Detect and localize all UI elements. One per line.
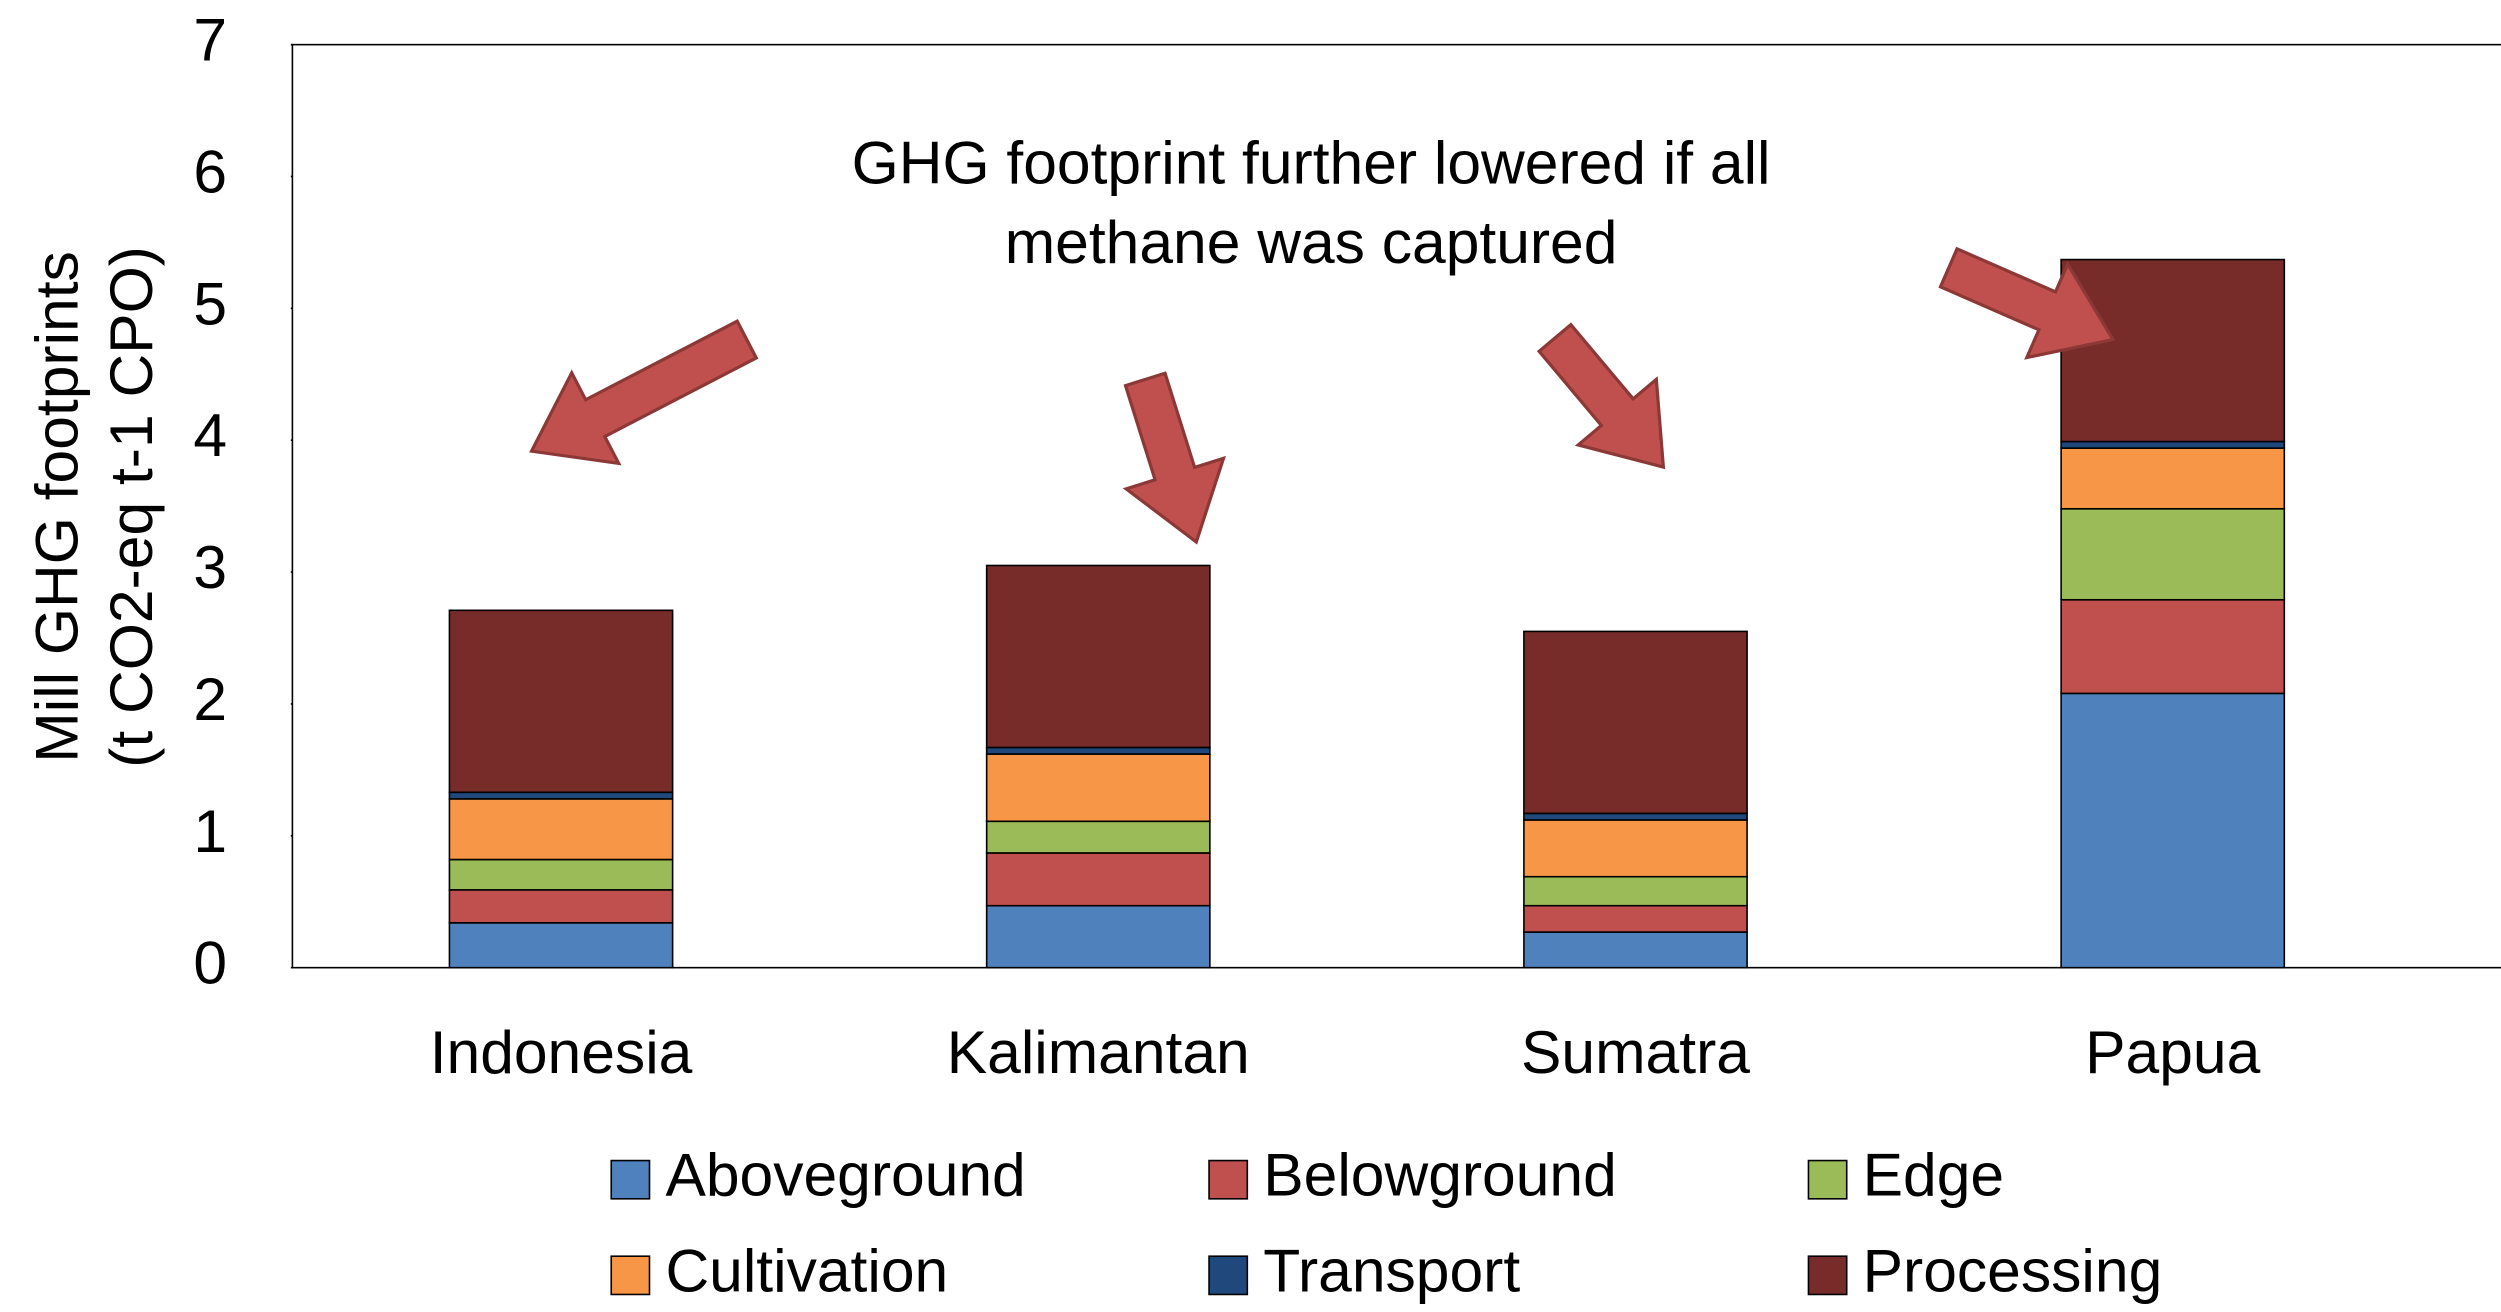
bar-segment: [985, 753, 1211, 823]
arrow: [1536, 322, 1666, 470]
x-tick-label: Kalimantan: [947, 1018, 1250, 1086]
bar-segment: [2060, 440, 2286, 449]
bar-segment: [2060, 598, 2286, 695]
legend-swatch: [1807, 1159, 1848, 1200]
bar-segment: [1523, 630, 1748, 815]
bar-segment: [2060, 447, 2286, 510]
bar-segment: [985, 852, 1211, 907]
bar-segment: [1523, 904, 1748, 933]
legend-label: Edge: [1863, 1141, 2004, 1209]
y-tick-label: 4: [193, 401, 227, 469]
legend-label: Transport: [1263, 1236, 1520, 1304]
y-tick-label: 0: [193, 929, 227, 997]
bar-segment: [985, 746, 1211, 755]
bar-segment: [448, 609, 674, 794]
legend-swatch: [1208, 1255, 1249, 1296]
bar-segment: [1523, 931, 1748, 969]
bar-segment: [985, 820, 1211, 854]
bar-segment: [448, 798, 674, 861]
legend-swatch: [610, 1159, 651, 1200]
bar-segment: [2060, 507, 2286, 601]
annotation: methane was captured: [1005, 208, 1618, 276]
y-tick-label: 1: [193, 797, 227, 865]
x-tick-label: Indonesia: [430, 1018, 693, 1086]
bar-segment: [985, 904, 1211, 969]
y-tick-label: 6: [193, 137, 227, 205]
y-tick-label: 7: [193, 6, 227, 74]
arrow: [1938, 246, 2116, 360]
legend-label: Cultivation: [665, 1236, 948, 1304]
arrow: [1122, 371, 1226, 545]
arrow: [529, 319, 759, 466]
y-tick-label: 5: [193, 269, 227, 337]
annotation: GHG footprint further lowered if all: [852, 128, 1771, 196]
bar-segment: [1523, 819, 1748, 878]
legend-swatch: [610, 1255, 651, 1296]
y-axis-label: Mill GHG footprints: [22, 251, 90, 763]
x-tick-label: Papua: [2085, 1018, 2260, 1086]
legend-label: Processing: [1863, 1236, 2163, 1304]
y-tick-label: 3: [193, 533, 227, 601]
bar-segment: [1523, 875, 1748, 907]
legend-swatch: [1807, 1255, 1848, 1296]
legend-label: Belowground: [1263, 1141, 1617, 1209]
bar-segment: [1523, 812, 1748, 821]
x-tick-label: Sumatra: [1521, 1018, 1750, 1086]
legend-label: Aboveground: [665, 1141, 1025, 1209]
bar-segment: [448, 791, 674, 800]
bar-segment: [985, 564, 1211, 749]
y-axis-label: (t CO2-eq t-1 CPO): [97, 246, 165, 768]
bar-segment: [448, 889, 674, 924]
bar-segment: [2060, 258, 2286, 443]
bar-segment: [448, 922, 674, 969]
y-tick-label: 2: [193, 665, 227, 733]
legend-swatch: [1208, 1159, 1249, 1200]
bar-segment: [448, 858, 674, 891]
bar-segment: [2060, 692, 2286, 969]
plot-frame: [291, 43, 2501, 969]
